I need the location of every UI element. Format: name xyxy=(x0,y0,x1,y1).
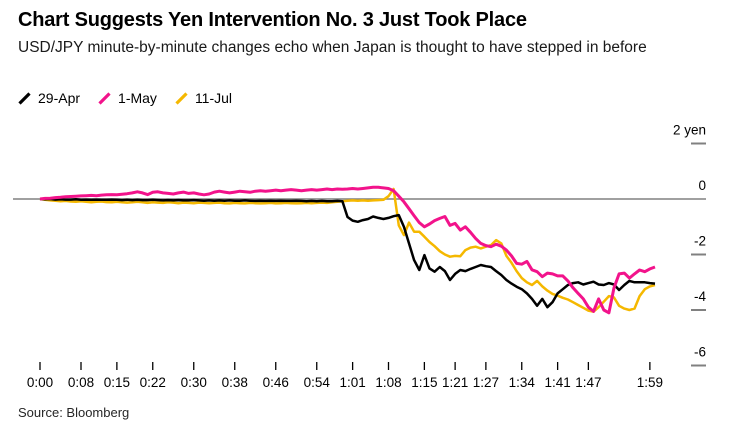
x-axis-label: 0:46 xyxy=(263,375,289,390)
series-line-11-jul xyxy=(39,187,656,313)
legend-label: 1-May xyxy=(118,90,157,106)
x-axis-label: 0:30 xyxy=(181,375,207,390)
x-axis-label: 1:01 xyxy=(339,375,365,390)
y-axis-label: 0 xyxy=(698,178,706,193)
y-axis-label: -2 xyxy=(694,234,706,249)
legend-item-29-apr: 29-Apr xyxy=(18,90,80,106)
x-axis-label: 1:34 xyxy=(509,375,536,390)
x-axis-label: 0:54 xyxy=(304,375,331,390)
page-title: Chart Suggests Yen Intervention No. 3 Ju… xyxy=(18,9,527,31)
legend-item-11-jul: 11-Jul xyxy=(175,90,232,106)
y-axis-label: -6 xyxy=(694,345,706,360)
x-axis-label: 0:38 xyxy=(222,375,248,390)
chart-subtitle: USD/JPY minute-by-minute changes echo wh… xyxy=(18,39,647,56)
legend-label: 29-Apr xyxy=(38,90,81,106)
x-axis-label: 1:21 xyxy=(442,375,468,390)
legend: 29-Apr 1-May 11-Jul xyxy=(18,90,250,106)
x-axis-label: 1:47 xyxy=(575,375,601,390)
y-axis-label: -4 xyxy=(694,289,706,304)
x-axis-label: 0:15 xyxy=(104,375,130,390)
legend-label: 11-Jul xyxy=(194,90,233,106)
series-line-29-apr xyxy=(39,197,656,309)
x-axis-label: 1:59 xyxy=(637,375,663,390)
x-axis-label: 0:22 xyxy=(140,375,166,390)
x-axis-label: 0:00 xyxy=(27,375,53,390)
series-line-1-may xyxy=(39,185,656,315)
source-attribution: Source: Bloomberg xyxy=(18,405,130,420)
y-axis-label: 2 yen xyxy=(673,123,706,138)
x-axis-label: 1:41 xyxy=(544,375,570,390)
slash-icon xyxy=(18,91,31,105)
slash-icon xyxy=(175,91,188,105)
legend-item-1-may: 1-May xyxy=(98,90,157,106)
x-axis-label: 0:08 xyxy=(68,375,94,390)
x-axis-label: 1:15 xyxy=(411,375,437,390)
slash-icon xyxy=(98,91,111,105)
x-axis-label: 1:08 xyxy=(375,375,401,390)
x-axis-label: 1:27 xyxy=(473,375,499,390)
